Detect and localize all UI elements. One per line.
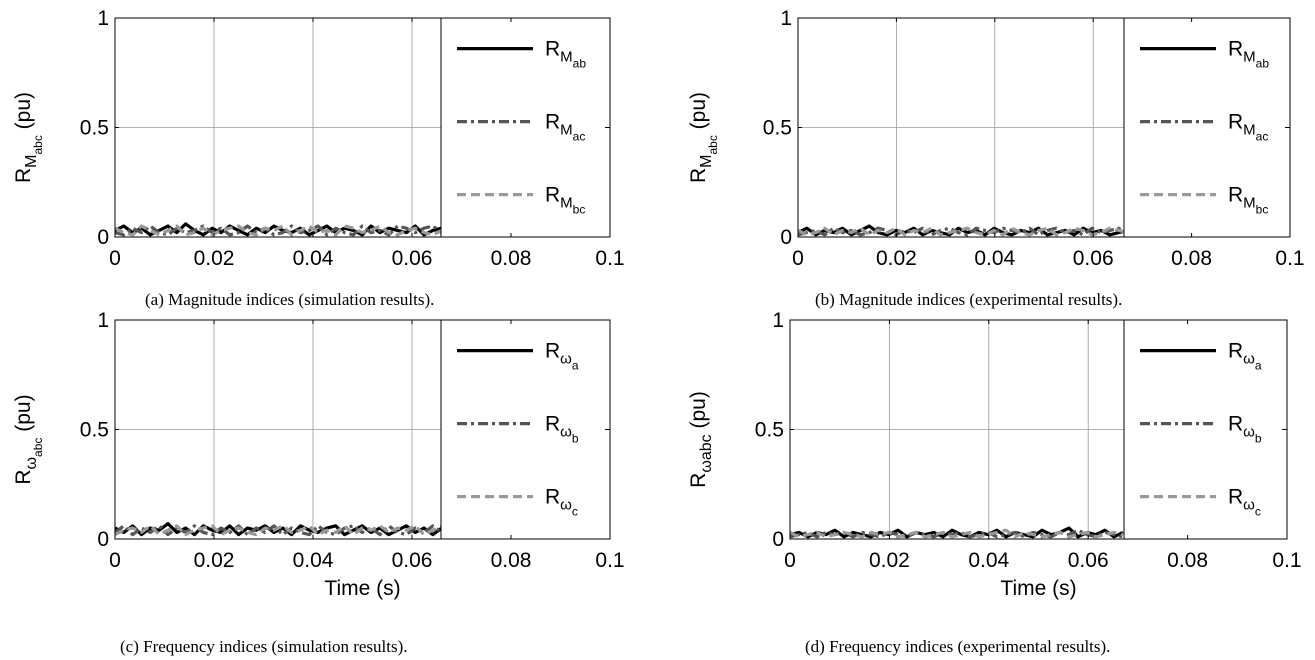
chart-c-svg: Rωa Rωb Rωc 0 0.02 0.04 0.06 0.08 0.1 0 0.5 1 Time (… (12, 309, 625, 600)
y-tick-label: 0 (97, 528, 109, 551)
y-tick-label: 1 (780, 7, 792, 30)
x-tick-label: 0 (792, 247, 804, 270)
x-tick-label: 0.04 (293, 247, 334, 270)
y-axis-label: Rωabc (pu) (687, 391, 715, 488)
x-tick-label: 0 (109, 549, 121, 572)
x-tick-label: 0.08 (1171, 247, 1212, 270)
x-tick-label: 0 (784, 549, 796, 572)
x-tick-label: 0.06 (1073, 247, 1114, 270)
series-line-ac (797, 226, 1129, 237)
y-tick-label: 0 (772, 528, 784, 551)
y-tick-label: 0.5 (80, 419, 109, 442)
x-tick-label: 0.1 (1272, 549, 1301, 572)
legend-label-bc: RMbc (545, 184, 585, 217)
legend-label-ac: RMac (545, 111, 585, 144)
y-tick-label: 1 (772, 309, 784, 332)
x-tick-label: 0.02 (194, 247, 235, 270)
series-line-bc (114, 224, 443, 237)
legend-box (1123, 319, 1288, 540)
x-tick-label: 0.06 (392, 549, 433, 572)
x-tick-label: 0.04 (974, 247, 1015, 270)
chart-panel-b: RMab RMac RMbc 0 0.02 0.04 0.06 0.08 0.1 0 0.5 1 RMa… (675, 0, 1315, 325)
x-tick-label: 0.08 (491, 549, 532, 572)
legend-label-b: Rωb (545, 413, 579, 446)
chart-b-svg: RMab RMac RMbc 0 0.02 0.04 0.06 0.08 0.1 0 0.5 1 RMa… (687, 7, 1305, 270)
x-tick-label: 0.08 (1167, 549, 1208, 572)
x-tick-label: 0.02 (876, 247, 917, 270)
chart-d-caption: (d) Frequency indices (experimental resu… (805, 637, 1111, 656)
chart-b-caption: (b) Magnitude indices (experimental resu… (815, 290, 1123, 309)
chart-a-svg: RMab RMac RMbc 0 0.02 0.04 0.06 0.08 0.1 0 0.5 1 RMa… (12, 7, 625, 270)
y-tick-label: 0 (780, 226, 792, 249)
y-tick-label: 0 (97, 226, 109, 249)
x-axis-label: Time (s) (1000, 577, 1076, 600)
legend-label-ab: RMab (1228, 38, 1269, 71)
series-line-bc (797, 226, 1129, 237)
legend-label-c: Rωc (545, 486, 578, 519)
y-axis-label: RMabc (pu) (12, 92, 45, 183)
series-line-c (114, 524, 443, 537)
y-axis-label: RMabc (pu) (687, 92, 720, 183)
x-tick-label: 0.04 (968, 549, 1009, 572)
y-tick-label: 1 (97, 309, 109, 332)
legend-label-ac: RMac (1228, 111, 1268, 144)
x-tick-label: 0.1 (595, 247, 624, 270)
x-tick-label: 0.1 (595, 549, 624, 572)
y-tick-label: 0.5 (755, 419, 784, 442)
legend-box (440, 319, 611, 540)
series-line-a (114, 522, 443, 537)
x-tick-label: 0.1 (1275, 247, 1304, 270)
legend-label-c: Rωc (1228, 486, 1261, 519)
chart-panel-a: RMab RMac RMbc 0 0.02 0.04 0.06 0.08 0.1 0 0.5 1 RMa… (0, 0, 640, 325)
x-tick-label: 0.08 (491, 247, 532, 270)
legend-label-a: Rωa (1228, 340, 1262, 373)
y-tick-label: 1 (97, 7, 109, 30)
legend-label-b: Rωb (1228, 413, 1262, 446)
chart-d-svg: Rωa Rωb Rωc 0 0.02 0.04 0.06 0.08 0.1 0 0.5 1 Time (… (687, 309, 1302, 600)
series-line-b (114, 524, 443, 537)
chart-a-caption: (a) Magnitude indices (simulation result… (145, 290, 435, 309)
x-tick-label: 0.04 (293, 549, 334, 572)
x-tick-label: 0.06 (1068, 549, 1109, 572)
y-tick-label: 0.5 (80, 117, 109, 140)
legend-label-bc: RMbc (1228, 184, 1268, 217)
legend-label-a: Rωa (545, 340, 579, 373)
series-line-c (789, 528, 1124, 539)
legend-label-ab: RMab (545, 38, 586, 71)
x-axis-label: Time (s) (324, 577, 400, 600)
x-tick-label: 0.06 (392, 247, 433, 270)
y-tick-label: 0.5 (763, 117, 792, 140)
chart-panel-c: Rωa Rωb Rωc 0 0.02 0.04 0.06 0.08 0.1 0 0.5 1 Time (… (0, 309, 640, 656)
series-line-ac (114, 224, 443, 237)
x-tick-label: 0 (109, 247, 121, 270)
chart-panel-d: Rωa Rωb Rωc 0 0.02 0.04 0.06 0.08 0.1 0 0.5 1 Time (… (675, 309, 1315, 656)
x-tick-label: 0.02 (194, 549, 235, 572)
chart-c-caption: (c) Frequency indices (simulation result… (120, 637, 408, 656)
x-tick-label: 0.02 (869, 549, 910, 572)
y-axis-label: Rωabc (pu) (12, 394, 45, 484)
